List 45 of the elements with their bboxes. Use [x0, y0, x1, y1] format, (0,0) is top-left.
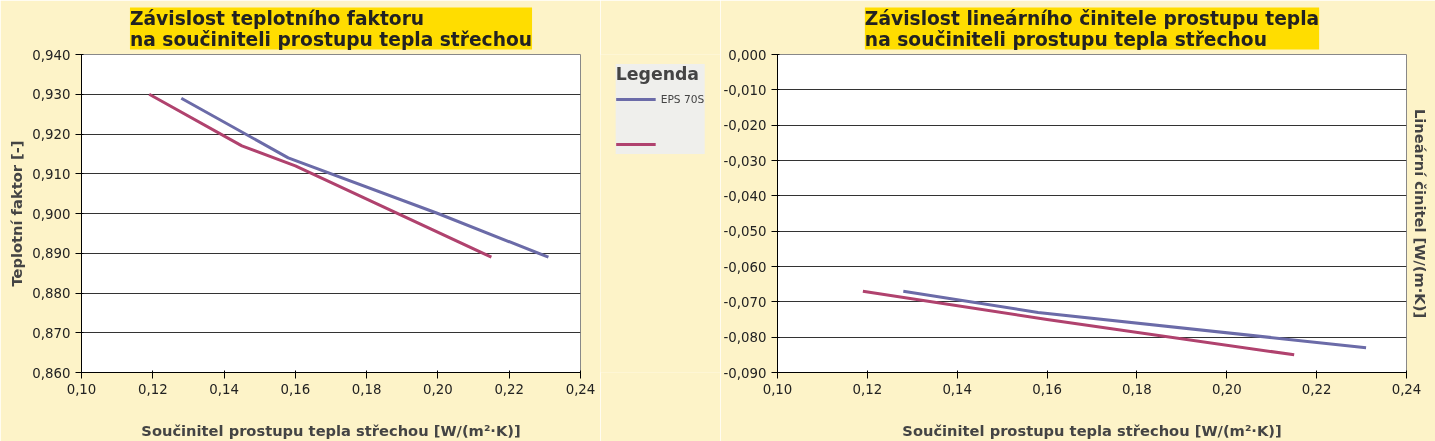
y-axis-title: Lineární činitel [W/(m·K)] — [1411, 108, 1429, 319]
x-tick-label: 0,20 — [423, 381, 453, 397]
x-tick-label: 0,18 — [351, 381, 382, 397]
y-tick-label: -0,030 — [723, 153, 767, 169]
x-tick-label: 0,16 — [280, 381, 311, 397]
x-tick-label: 0,22 — [1301, 381, 1332, 397]
y-tick-label: -0,090 — [723, 365, 767, 381]
y-tick-label: 0,920 — [32, 127, 71, 142]
legend-title: Legenda — [615, 64, 701, 84]
y-tick-label: 0,890 — [32, 246, 71, 262]
x-axis-title: Součinitel prostupu tepla střechou [W/(m²·K)] — [902, 421, 1282, 439]
legend-label: EPS 70S — [660, 92, 705, 106]
y-tick-label: 0,930 — [32, 87, 71, 103]
line-series — [179, 96, 550, 259]
y-tick-label: 0,860 — [32, 365, 71, 381]
x-tick-label: 0,18 — [1122, 381, 1152, 397]
x-axis-title: Součinitel prostupu tepla střechou [W/(m²·K)] — [141, 421, 521, 439]
y-tick-label: -0,020 — [723, 118, 767, 134]
y-tick-label: 0,870 — [32, 325, 71, 341]
x-tick-label: 0,14 — [942, 381, 973, 397]
chart-title: Závislost lineárního činitele prostupu tepla na součiniteli prostupu tepla střechou — [864, 7, 1320, 50]
x-tick-label: 0,10 — [762, 381, 793, 397]
x-tick-label: 0,24 — [1391, 381, 1422, 397]
x-tick-label: 0,22 — [494, 381, 525, 397]
x-tick-label: 0,12 — [852, 381, 883, 397]
x-tick-label: 0,12 — [137, 381, 168, 397]
y-tick-label: -0,070 — [723, 294, 767, 310]
y-tick-label: -0,080 — [723, 330, 767, 346]
x-tick-label: 0,16 — [1032, 381, 1062, 397]
y-axis-title: Teplotní faktor [-] — [7, 140, 25, 287]
x-tick-label: 0,14 — [209, 381, 239, 397]
y-tick-label: -0,040 — [723, 188, 767, 204]
y-tick-label: 0,910 — [32, 166, 71, 182]
x-tick-label: 0,10 — [66, 381, 97, 397]
chart-title: Závislost teplotního faktoru na součiniteli prostupu tepla střechou — [129, 7, 533, 50]
y-tick-label: -0,050 — [723, 224, 767, 240]
y-tick-label: -0,060 — [723, 259, 767, 275]
line-series — [147, 92, 493, 259]
y-tick-label: 0,940 — [32, 47, 71, 63]
x-tick-label: 0,24 — [565, 381, 596, 397]
y-tick-label: -0,010 — [723, 82, 767, 98]
x-tick-label: 0,20 — [1211, 381, 1242, 397]
y-tick-label: 0,900 — [32, 206, 71, 222]
y-tick-label: 0,000 — [728, 47, 767, 63]
y-tick-label: 0,880 — [32, 286, 71, 301]
